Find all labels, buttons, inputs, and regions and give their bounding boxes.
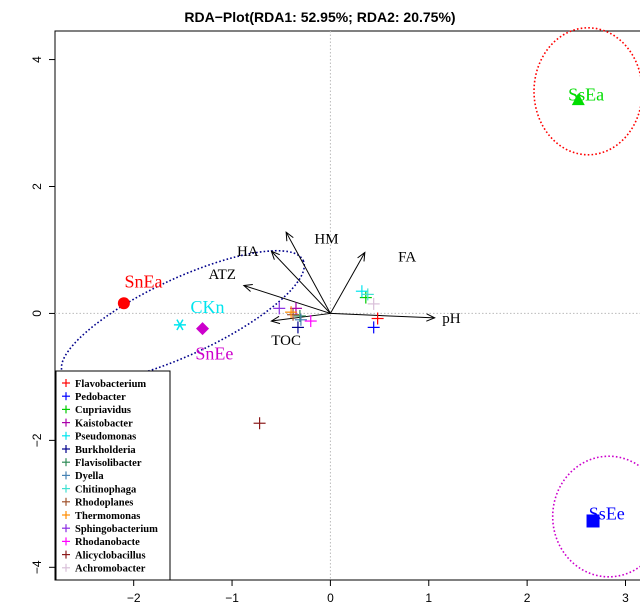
- legend-item-cupriavidus: Cupriavidus: [62, 405, 131, 416]
- species-point-flavobacterium: [371, 312, 384, 325]
- y-axis: −4 −2 0 2 4: [30, 56, 55, 574]
- legend-label-flavobacterium: Flavobacterium: [75, 379, 146, 390]
- environmental-vectors: HM HA FA ATZ pH TOC: [208, 231, 461, 349]
- species-point-rhodanobacte: [304, 315, 317, 328]
- y-tick-label: 4: [30, 56, 44, 63]
- legend-item-kaistobacter: Kaistobacter: [62, 418, 133, 429]
- sample-marker-ssee: [586, 514, 600, 528]
- x-tick-label: −2: [127, 591, 141, 605]
- vector-label-toc: TOC: [271, 333, 301, 349]
- vector-arrowhead-atz: [242, 284, 253, 292]
- y-tick-label: 0: [30, 310, 44, 317]
- y-tick-label: 2: [30, 183, 44, 190]
- legend-label-kaistobacter: Kaistobacter: [75, 418, 133, 429]
- species-point-sphingobacterium: [273, 302, 286, 315]
- species-point-pedobacter: [367, 321, 380, 334]
- legend-item-rhodoplanes: Rhodoplanes: [62, 498, 133, 509]
- legend-label-achromobacter: Achromobacter: [75, 564, 146, 575]
- vector-label-hm: HM: [314, 232, 338, 248]
- group-ellipse-2: [533, 27, 640, 156]
- reference-lines: [55, 31, 640, 580]
- species-point-burkholderia: [291, 321, 304, 334]
- vector-arrowhead-hm: [285, 231, 294, 242]
- legend: Flavobacterium Pedobacter Cupriavidus Kaist…: [55, 370, 171, 581]
- legend-label-rhodanobacte: Rhodanobacte: [75, 537, 140, 548]
- legend-label-cupriavidus: Cupriavidus: [75, 405, 131, 416]
- legend-item-pseudomonas: Pseudomonas: [62, 432, 136, 443]
- legend-label-alicyclobacillus: Alicyclobacillus: [75, 550, 146, 561]
- chart-title: RDA−Plot(RDA1: 52.95%; RDA2: 20.75%): [184, 9, 455, 25]
- x-tick-label: 0: [327, 591, 334, 605]
- x-axis: −2 −1 0 1 2 3: [127, 580, 629, 605]
- x-tick-label: −1: [225, 591, 239, 605]
- sample-marker-snee: [196, 322, 210, 336]
- sample-marker-snea: [117, 297, 130, 310]
- sample-marker-ckn: [173, 319, 186, 331]
- group-ellipse-3: [551, 455, 640, 578]
- legend-label-pseudomonas: Pseudomonas: [75, 432, 136, 443]
- species-point-pseudomonas: [355, 285, 368, 298]
- species-points: [253, 285, 384, 430]
- x-tick-label: 3: [622, 591, 629, 605]
- legend-item-thermomonas: Thermomonas: [62, 511, 140, 522]
- sample-label-snea: SnEa: [125, 272, 163, 292]
- legend-label-dyella: Dyella: [75, 471, 104, 482]
- legend-label-sphingobacterium: Sphingobacterium: [75, 524, 158, 535]
- sample-label-ckn: CKn: [190, 297, 224, 317]
- legend-item-pedobacter: Pedobacter: [62, 392, 126, 403]
- species-point-thermomonas: [285, 306, 298, 319]
- y-tick-label: −2: [30, 433, 44, 447]
- species-point-alicyclobacillus: [253, 417, 266, 430]
- vector-hm: [285, 231, 331, 314]
- legend-label-rhodoplanes: Rhodoplanes: [75, 498, 133, 509]
- vector-ha: [271, 250, 331, 314]
- species-point-achromobacter: [367, 297, 380, 310]
- sample-points: SnEa CKn SnEe SsEa SsEe: [117, 84, 625, 528]
- vector-fa: [329, 252, 366, 314]
- vector-ph: [330, 312, 435, 319]
- legend-item-flavisolibacter: Flavisolibacter: [62, 458, 142, 469]
- legend-item-flavobacterium: Flavobacterium: [62, 379, 146, 390]
- vector-label-atz: ATZ: [208, 267, 236, 283]
- vector-label-ha: HA: [237, 244, 259, 260]
- vector-arrowhead-toc: [270, 315, 281, 325]
- sample-label-snee: SnEe: [195, 343, 233, 363]
- legend-item-achromobacter: Achromobacter: [62, 564, 146, 575]
- legend-item-dyella: Dyella: [62, 471, 104, 482]
- legend-label-pedobacter: Pedobacter: [75, 392, 126, 403]
- species-point-cupriavidus: [359, 291, 372, 304]
- species-point-chitinophaga: [361, 288, 374, 301]
- legend-item-rhodanobacte: Rhodanobacte: [62, 537, 140, 548]
- vector-label-fa: FA: [398, 249, 416, 265]
- legend-label-flavisolibacter: Flavisolibacter: [75, 458, 142, 469]
- x-tick-label: 1: [425, 591, 432, 605]
- plot-frame: [54, 30, 640, 581]
- sample-marker-ssea: [571, 93, 585, 106]
- legend-label-burkholderia: Burkholderia: [75, 445, 136, 456]
- vector-label-ph: pH: [442, 311, 461, 327]
- species-point-dyella: [294, 313, 307, 326]
- x-tick-label: 2: [524, 591, 531, 605]
- legend-label-chitinophaga: Chitinophaga: [75, 484, 137, 495]
- y-tick-label: −4: [30, 560, 44, 574]
- vector-arrowhead-fa: [357, 251, 366, 262]
- sample-label-ssee: SsEe: [589, 503, 625, 523]
- vector-atz: [243, 285, 331, 314]
- legend-box: [55, 370, 171, 581]
- legend-label-thermomonas: Thermomonas: [75, 511, 140, 522]
- sample-label-ssea: SsEa: [568, 84, 604, 104]
- vector-arrowhead-ha: [270, 250, 280, 260]
- legend-item-burkholderia: Burkholderia: [62, 445, 136, 456]
- legend-item-alicyclobacillus: Alicyclobacillus: [62, 550, 146, 561]
- species-point-rhodoplanes: [287, 308, 300, 321]
- legend-item-sphingobacterium: Sphingobacterium: [62, 524, 158, 535]
- vector-arrowhead-ph: [426, 313, 436, 322]
- legend-item-chitinophaga: Chitinophaga: [62, 484, 137, 495]
